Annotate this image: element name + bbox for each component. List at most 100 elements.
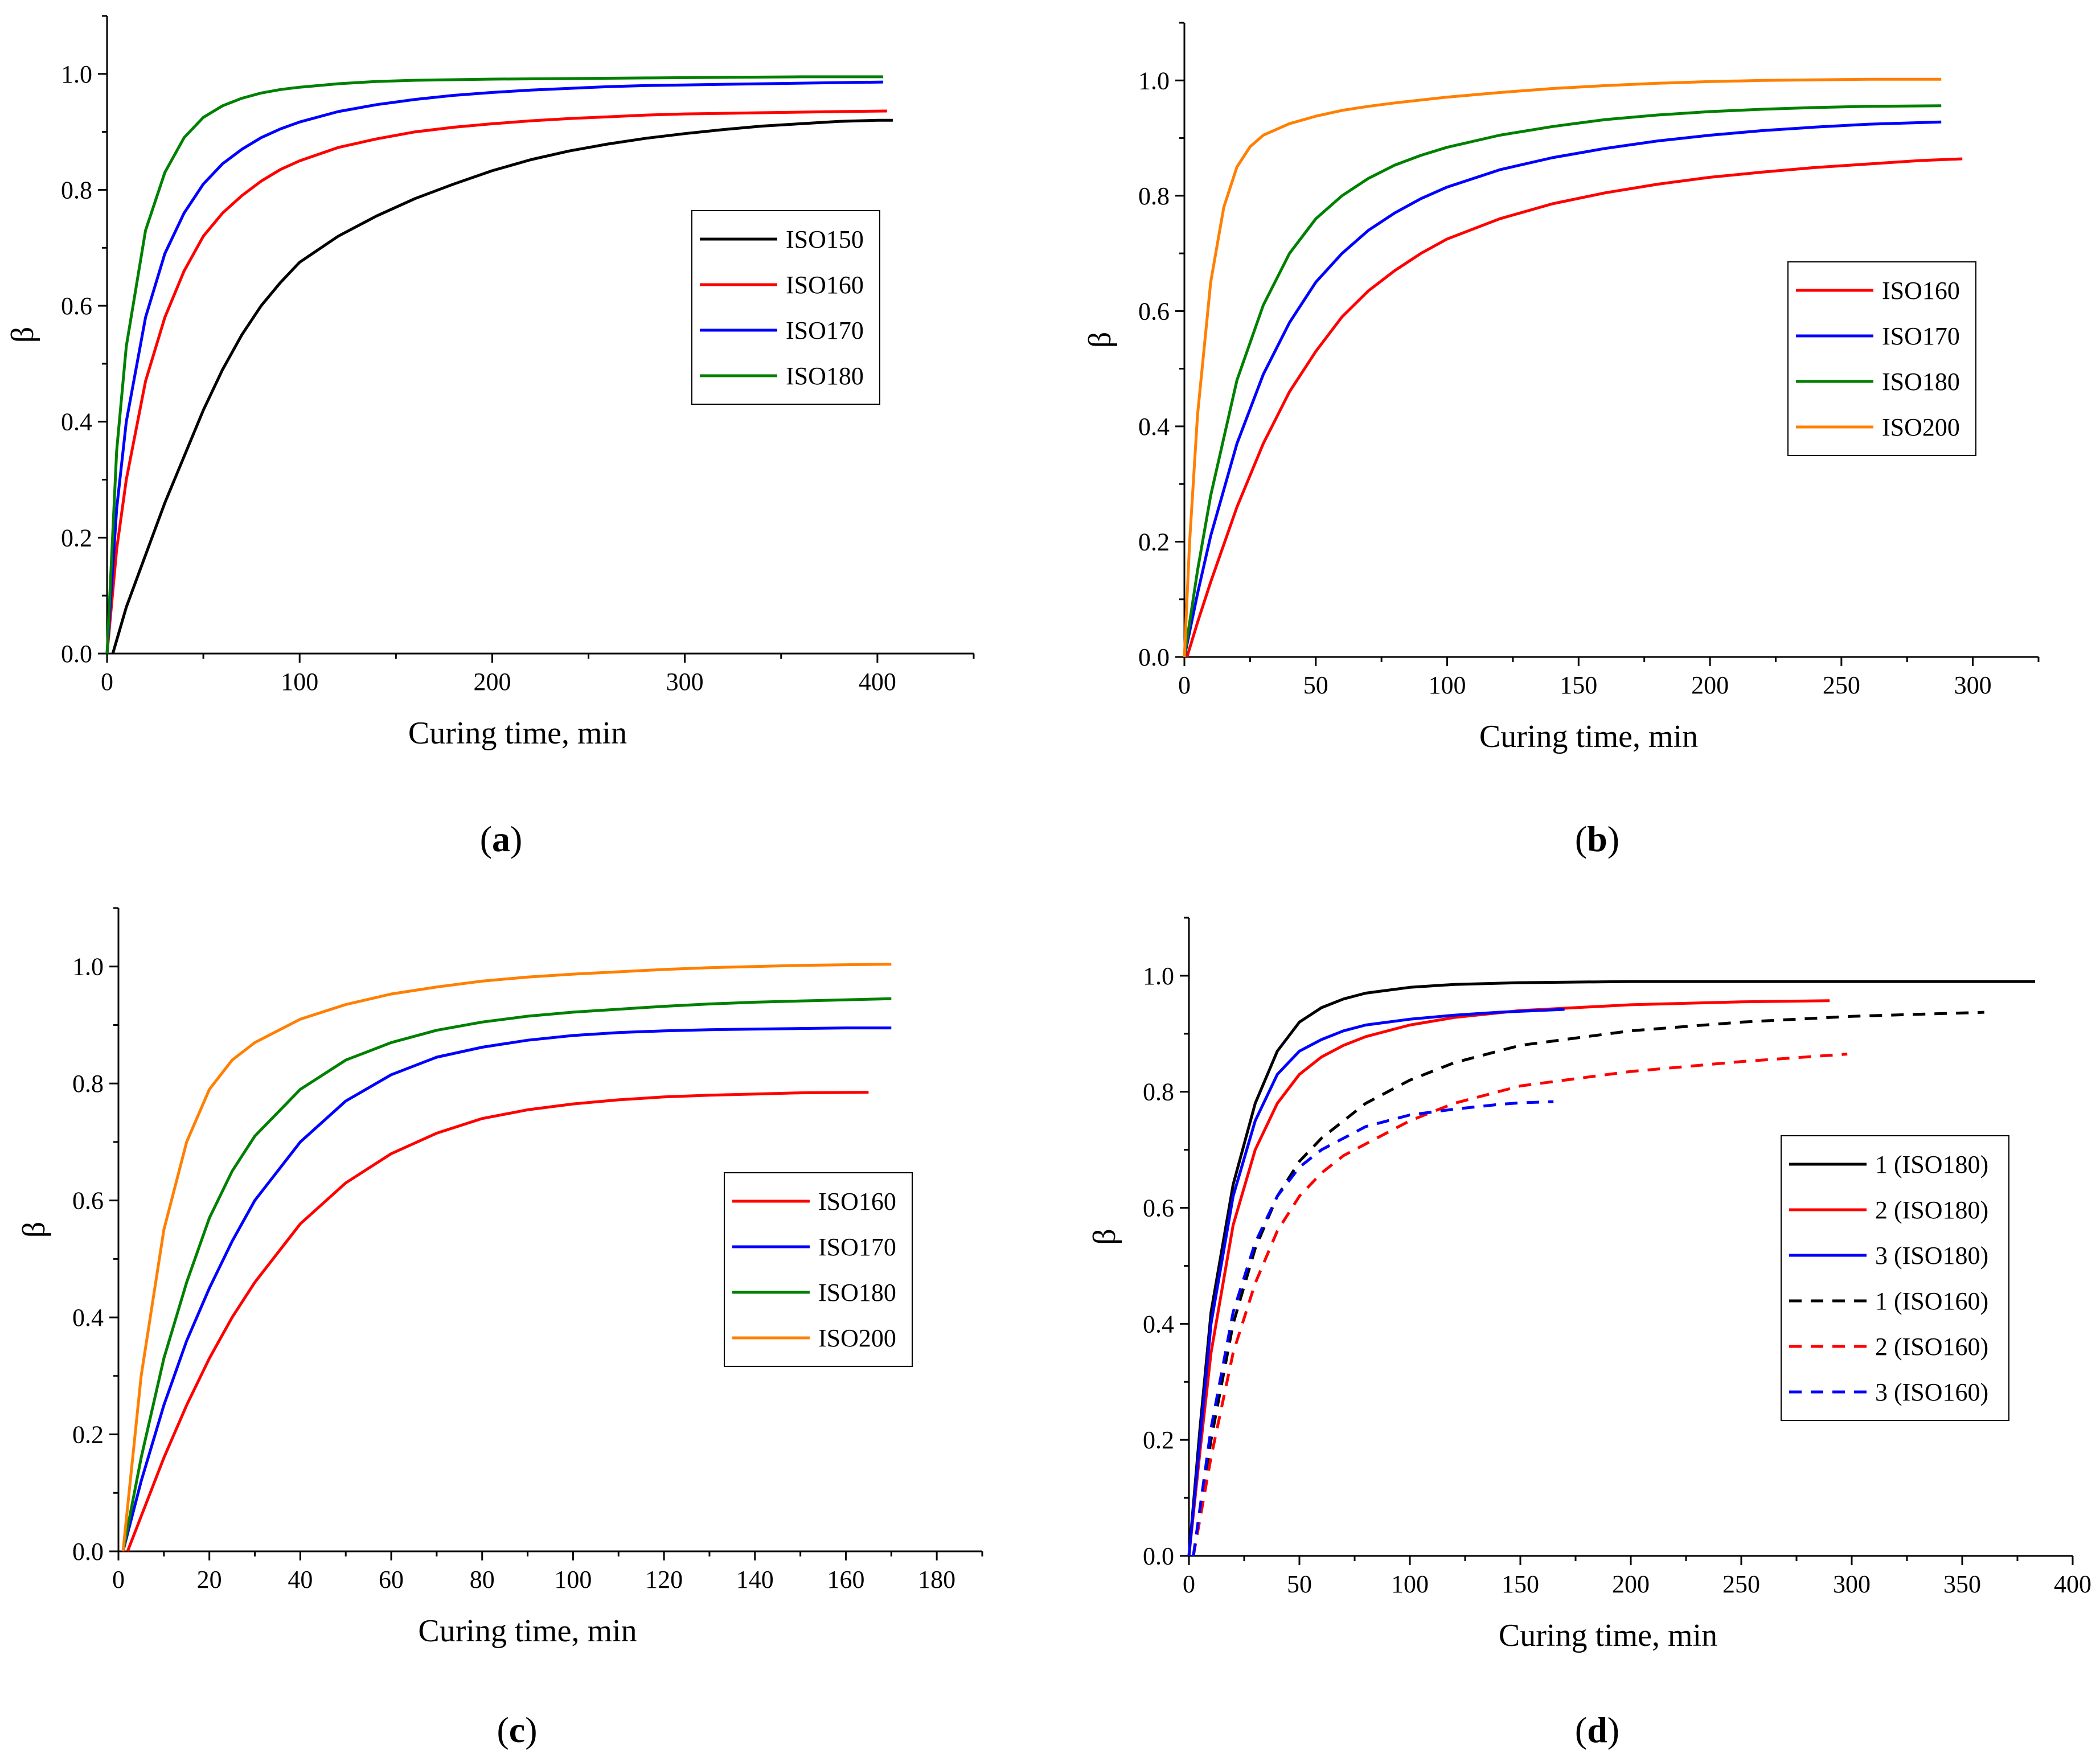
x-tick-label: 50 xyxy=(1303,671,1328,699)
series-line-iso170 xyxy=(121,1026,892,1552)
x-tick-label: 60 xyxy=(379,1566,404,1593)
x-tick-label: 120 xyxy=(645,1566,683,1593)
x-tick-label: 400 xyxy=(2054,1570,2091,1598)
y-tick-label: 0.4 xyxy=(72,1304,104,1332)
legend-label: ISO170 xyxy=(1882,322,1960,350)
y-axis-title: β xyxy=(1087,1229,1122,1245)
x-tick-label: 100 xyxy=(1391,1570,1429,1598)
y-tick-label: 0.6 xyxy=(1138,297,1170,325)
series-line-iso160 xyxy=(126,1091,869,1552)
legend-label: ISO150 xyxy=(786,225,864,253)
x-axis-title: Curing time, min xyxy=(408,716,627,751)
x-axis-title: Curing time, min xyxy=(1499,1618,1717,1653)
y-tick-label: 0.2 xyxy=(72,1421,104,1449)
legend-label: ISO180 xyxy=(1882,368,1960,396)
x-tick-label: 150 xyxy=(1502,1570,1539,1598)
legend-box xyxy=(1787,261,1976,456)
y-tick-label: 0.6 xyxy=(72,1187,104,1215)
x-tick-label: 0 xyxy=(1183,1570,1195,1598)
x-tick-label: 200 xyxy=(473,668,511,696)
panel-label: (c) xyxy=(497,1710,537,1750)
legend-box xyxy=(724,1172,913,1367)
x-tick-label: 180 xyxy=(918,1566,955,1593)
x-tick-label: 40 xyxy=(288,1566,313,1593)
y-tick-label: 0.2 xyxy=(1143,1426,1174,1454)
series-line-1-iso160 xyxy=(1192,1011,1984,1556)
y-tick-label: 0.2 xyxy=(1138,528,1170,556)
y-axis-title: β xyxy=(17,1222,52,1238)
x-tick-label: 150 xyxy=(1560,671,1597,699)
x-tick-label: 250 xyxy=(1823,671,1860,699)
x-tick-label: 300 xyxy=(666,668,704,696)
y-tick-label: 0.2 xyxy=(61,524,92,552)
y-tick-label: 0.0 xyxy=(61,640,92,668)
y-tick-label: 0.0 xyxy=(1138,643,1170,671)
x-axis-title: Curing time, min xyxy=(1479,719,1698,754)
x-tick-label: 0 xyxy=(112,1566,125,1593)
series-line-iso160 xyxy=(105,109,887,654)
y-tick-label: 0.4 xyxy=(1138,413,1170,441)
y-tick-label: 1.0 xyxy=(1143,962,1174,990)
legend-label: ISO180 xyxy=(818,1279,896,1307)
series-line-iso200 xyxy=(1183,77,1942,658)
legend-label: ISO160 xyxy=(786,271,864,299)
legend-label: ISO200 xyxy=(818,1324,896,1352)
legend-label: ISO170 xyxy=(786,317,864,344)
series-line-iso200 xyxy=(121,963,892,1552)
x-tick-label: 140 xyxy=(736,1566,774,1593)
x-tick-label: 350 xyxy=(1943,1570,1981,1598)
y-tick-label: 0.0 xyxy=(72,1538,104,1566)
series-line-iso160 xyxy=(1186,157,1963,658)
x-tick-label: 200 xyxy=(1691,671,1729,699)
x-tick-label: 100 xyxy=(1429,671,1466,699)
x-tick-label: 300 xyxy=(1954,671,1992,699)
legend-label: ISO200 xyxy=(1882,413,1960,441)
legend-label: 1 (ISO160) xyxy=(1875,1287,1988,1315)
y-tick-label: 1.0 xyxy=(1138,67,1170,95)
panel-label: (d) xyxy=(1575,1710,1619,1750)
series-line-iso180 xyxy=(105,75,883,654)
x-tick-label: 100 xyxy=(554,1566,592,1593)
panel-label: (a) xyxy=(480,819,523,859)
legend-label: ISO170 xyxy=(818,1233,896,1261)
legend-label: ISO160 xyxy=(818,1188,896,1215)
y-tick-label: 0.4 xyxy=(1143,1310,1174,1338)
y-tick-label: 0.6 xyxy=(1143,1194,1174,1222)
y-tick-label: 0.8 xyxy=(72,1070,104,1098)
legend-box xyxy=(691,210,880,405)
x-tick-label: 0 xyxy=(1178,671,1191,699)
x-tick-label: 20 xyxy=(197,1566,222,1593)
legend-label: 3 (ISO160) xyxy=(1875,1378,1988,1406)
x-tick-label: 300 xyxy=(1833,1570,1871,1598)
legend-box xyxy=(1781,1135,2009,1421)
series-line-3-iso160 xyxy=(1192,1100,1554,1556)
x-tick-label: 250 xyxy=(1722,1570,1760,1598)
series-line-iso170 xyxy=(1183,120,1942,658)
y-tick-label: 0.4 xyxy=(61,408,92,436)
y-tick-label: 1.0 xyxy=(61,60,92,88)
x-tick-label: 100 xyxy=(281,668,318,696)
series-line-2-iso160 xyxy=(1192,1053,1848,1556)
y-axis-title: β xyxy=(1082,332,1118,348)
x-tick-label: 50 xyxy=(1287,1570,1312,1598)
panel-a: 0 100 200 300 400 0.0 0.2 0.4 0.6 0.8 1.0 Curing ti… xyxy=(5,15,975,859)
y-tick-label: 0.8 xyxy=(61,176,92,204)
series-line-iso170 xyxy=(105,80,884,654)
y-tick-label: 0.0 xyxy=(1143,1542,1174,1570)
legend-label: 2 (ISO180) xyxy=(1875,1196,1988,1224)
x-tick-label: 400 xyxy=(859,668,896,696)
legend-label: ISO180 xyxy=(786,362,864,390)
x-tick-label: 0 xyxy=(101,668,113,696)
series-line-3-iso180 xyxy=(1187,1008,1565,1556)
legend-label: 3 (ISO180) xyxy=(1875,1242,1988,1270)
y-tick-label: 0.8 xyxy=(1143,1078,1174,1106)
panel-c: 0 20 40 60 80 100 120 140 160 180 0.0 0.2 0.4 0.6 0.8 1… xyxy=(17,907,983,1750)
y-tick-label: 0.6 xyxy=(61,292,92,320)
x-tick-label: 160 xyxy=(827,1566,864,1593)
series-line-iso180 xyxy=(1183,104,1942,658)
x-tick-label: 80 xyxy=(470,1566,495,1593)
x-tick-label: 200 xyxy=(1612,1570,1650,1598)
panel-d: 0 50 100 150 200 250 300 350 400 0.0 0.2 0.4 0.6 0.8 1… xyxy=(1087,917,2091,1750)
y-axis-title: β xyxy=(5,327,40,343)
